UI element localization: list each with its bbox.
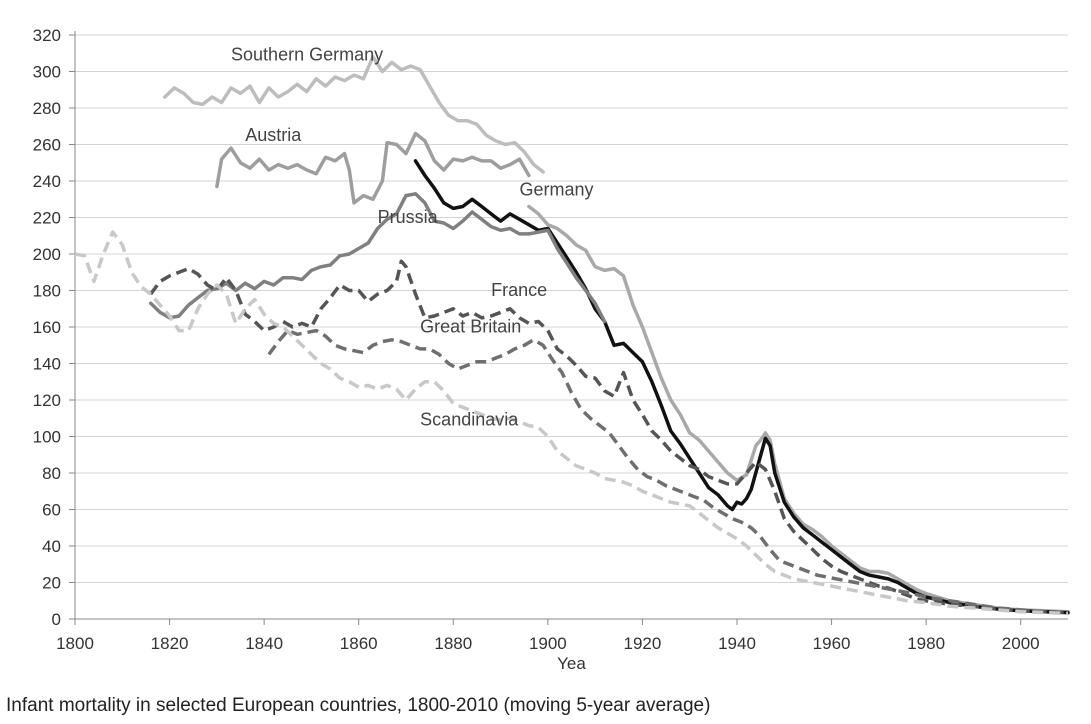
x-tick-label-1940: 1940 <box>718 634 756 653</box>
y-tick-label-40: 40 <box>42 537 61 556</box>
series-labels: Southern Germany Austria Germany Prussia Fra… <box>231 45 593 430</box>
y-tick-label-120: 120 <box>33 391 61 410</box>
series-line-prussia <box>148 192 607 324</box>
y-tick-label-100: 100 <box>33 428 61 447</box>
y-tick-label-240: 240 <box>33 172 61 191</box>
x-tick-label-1840: 1840 <box>245 634 283 653</box>
y-tick-label-60: 60 <box>42 501 61 520</box>
chart-caption: Infant mortality in selected European co… <box>6 695 711 716</box>
gridlines <box>75 34 1068 583</box>
series-label-germany: Germany <box>519 180 593 200</box>
series-line-austria <box>215 131 531 205</box>
x-tick-label-1960: 1960 <box>813 634 851 653</box>
series-label-southern-germany: Southern Germany <box>231 45 383 65</box>
x-tick-label-1820: 1820 <box>151 634 189 653</box>
series-label-prussia: Prussia <box>378 207 439 227</box>
y-tick-label-280: 280 <box>33 99 61 118</box>
y-tick-label-80: 80 <box>42 464 61 483</box>
y-tick-label-300: 300 <box>33 63 61 82</box>
y-tick-label-140: 140 <box>33 355 61 374</box>
series-line-germany-gray <box>527 204 1070 614</box>
y-tick-label-180: 180 <box>33 282 61 301</box>
series-line-germany <box>413 159 1070 615</box>
x-tick-label-1800: 1800 <box>56 634 94 653</box>
x-tick-label-1920: 1920 <box>624 634 662 653</box>
series-label-austria: Austria <box>245 125 302 145</box>
x-tick-label-1880: 1880 <box>434 634 472 653</box>
x-axis-ticks: 1800 1820 1840 1860 1880 1900 1920 1940 1960 1980… <box>56 619 1040 653</box>
y-tick-label-20: 20 <box>42 574 61 593</box>
y-tick-label-200: 200 <box>33 245 61 264</box>
x-tick-label-2000: 2000 <box>1002 634 1040 653</box>
series-line-great-britain <box>267 328 1069 615</box>
series-label-france: France <box>491 280 547 300</box>
y-tick-label-260: 260 <box>33 136 61 155</box>
y-axis-ticks: 0 20 40 60 80 100 120 140 160 180 200 220 240 260 280 3… <box>33 26 75 629</box>
x-tick-label-1900: 1900 <box>529 634 567 653</box>
y-tick-label-0: 0 <box>52 610 61 629</box>
infant-mortality-chart: 0 20 40 60 80 100 120 140 160 180 200 220 240 260 280 3… <box>33 26 1070 673</box>
series-label-scandinavia: Scandinavia <box>420 410 519 430</box>
x-tick-label-1980: 1980 <box>907 634 945 653</box>
x-tick-label-1860: 1860 <box>340 634 378 653</box>
y-tick-label-160: 160 <box>33 318 61 337</box>
series-lines <box>74 55 1070 616</box>
y-tick-label-320: 320 <box>33 26 61 45</box>
series-line-france <box>149 259 1069 615</box>
series-line-southern-germany <box>163 55 545 174</box>
x-axis-label: Yea <box>557 654 586 673</box>
series-line-scandinavia <box>74 230 1069 616</box>
series-label-great-britain: Great Britain <box>420 316 521 336</box>
y-tick-label-220: 220 <box>33 209 61 228</box>
